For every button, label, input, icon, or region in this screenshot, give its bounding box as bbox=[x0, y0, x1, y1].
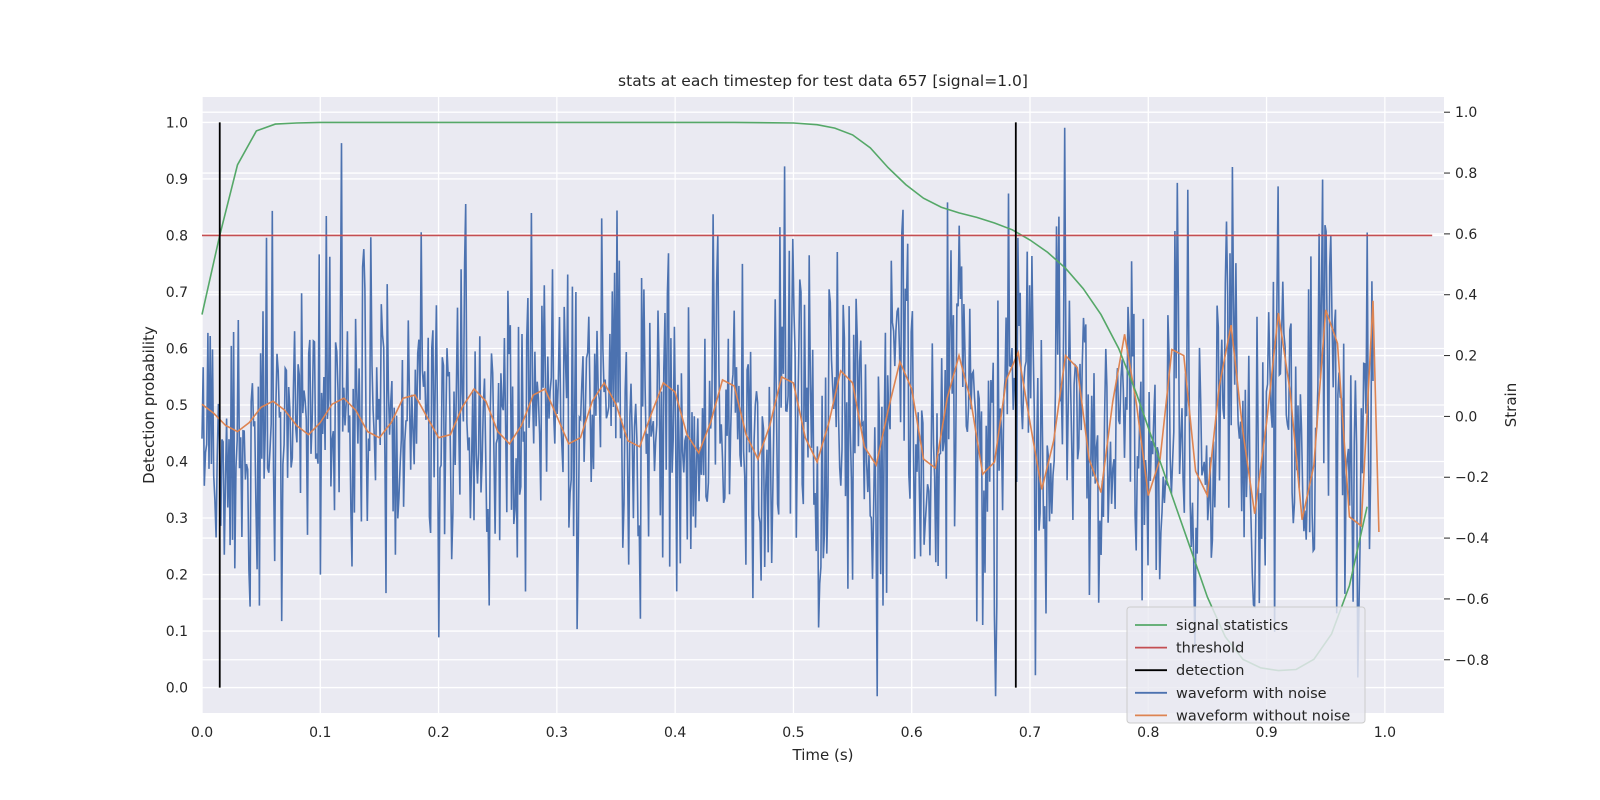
y-tick-label-left: 0.1 bbox=[166, 624, 188, 640]
y-tick-label-right: 0.0 bbox=[1455, 409, 1477, 425]
y-tick-label-right: 0.6 bbox=[1455, 227, 1477, 243]
legend-entry: waveform with noise bbox=[1176, 686, 1327, 702]
y-tick-label-left: 0.2 bbox=[166, 568, 188, 584]
legend-entry: detection bbox=[1176, 663, 1244, 679]
x-tick-label: 0.0 bbox=[191, 725, 213, 741]
y-tick-label-left: 0.4 bbox=[166, 455, 188, 471]
x-tick-label: 0.3 bbox=[546, 725, 568, 741]
chart-title: stats at each timestep for test data 657… bbox=[618, 72, 1028, 90]
x-axis-label: Time (s) bbox=[792, 746, 854, 764]
y-tick-label-right: −0.4 bbox=[1455, 531, 1489, 547]
x-tick-label: 0.1 bbox=[309, 725, 331, 741]
y-tick-label-left: 0.7 bbox=[166, 285, 188, 301]
y-tick-label-right: 0.2 bbox=[1455, 349, 1477, 365]
legend: signal statistics threshold detection wavef… bbox=[1126, 606, 1366, 724]
y-axis-label-left: Detection probability bbox=[140, 326, 158, 484]
y-tick-label-left: 0.0 bbox=[166, 681, 188, 697]
y-tick-label-left: 0.3 bbox=[166, 511, 188, 527]
legend-box bbox=[1126, 606, 1366, 724]
x-tick-label: 0.7 bbox=[1019, 725, 1041, 741]
x-tick-label: 1.0 bbox=[1374, 725, 1396, 741]
series-waveform-without-noise bbox=[201, 300, 1380, 533]
y-tick-label-left: 0.5 bbox=[166, 398, 188, 414]
y-tick-label-right: −0.8 bbox=[1455, 653, 1489, 669]
ticks: 0.0 0.1 0.2 0.3 0.4 0.5 0.6 0.7 0.8 0.9 1.0 0.0 0.1 0… bbox=[166, 105, 1489, 741]
x-tick-label: 0.8 bbox=[1137, 725, 1159, 741]
x-tick-label: 0.6 bbox=[901, 725, 923, 741]
y-tick-label-right: 0.8 bbox=[1455, 166, 1477, 182]
series-waveform-with-noise bbox=[201, 127, 1374, 697]
legend-entry: signal statistics bbox=[1176, 618, 1288, 634]
x-tick-label: 0.9 bbox=[1255, 725, 1277, 741]
x-tick-label: 0.4 bbox=[664, 725, 686, 741]
x-tick-label: 0.5 bbox=[782, 725, 804, 741]
y-tick-label-left: 0.9 bbox=[166, 172, 188, 188]
y-tick-label-right: −0.6 bbox=[1455, 592, 1489, 608]
y-tick-label-right: −0.2 bbox=[1455, 470, 1489, 486]
legend-entry: threshold bbox=[1176, 641, 1244, 657]
x-tick-label: 0.2 bbox=[427, 725, 449, 741]
y-tick-label-right: 1.0 bbox=[1455, 105, 1477, 121]
y-axis-label-right: Strain bbox=[1502, 383, 1520, 427]
y-tick-label-right: 0.4 bbox=[1455, 288, 1477, 304]
legend-entry: waveform without noise bbox=[1176, 708, 1350, 724]
y-tick-label-left: 1.0 bbox=[166, 115, 188, 131]
y-tick-label-left: 0.8 bbox=[166, 228, 188, 244]
y-tick-label-left: 0.6 bbox=[166, 341, 188, 357]
